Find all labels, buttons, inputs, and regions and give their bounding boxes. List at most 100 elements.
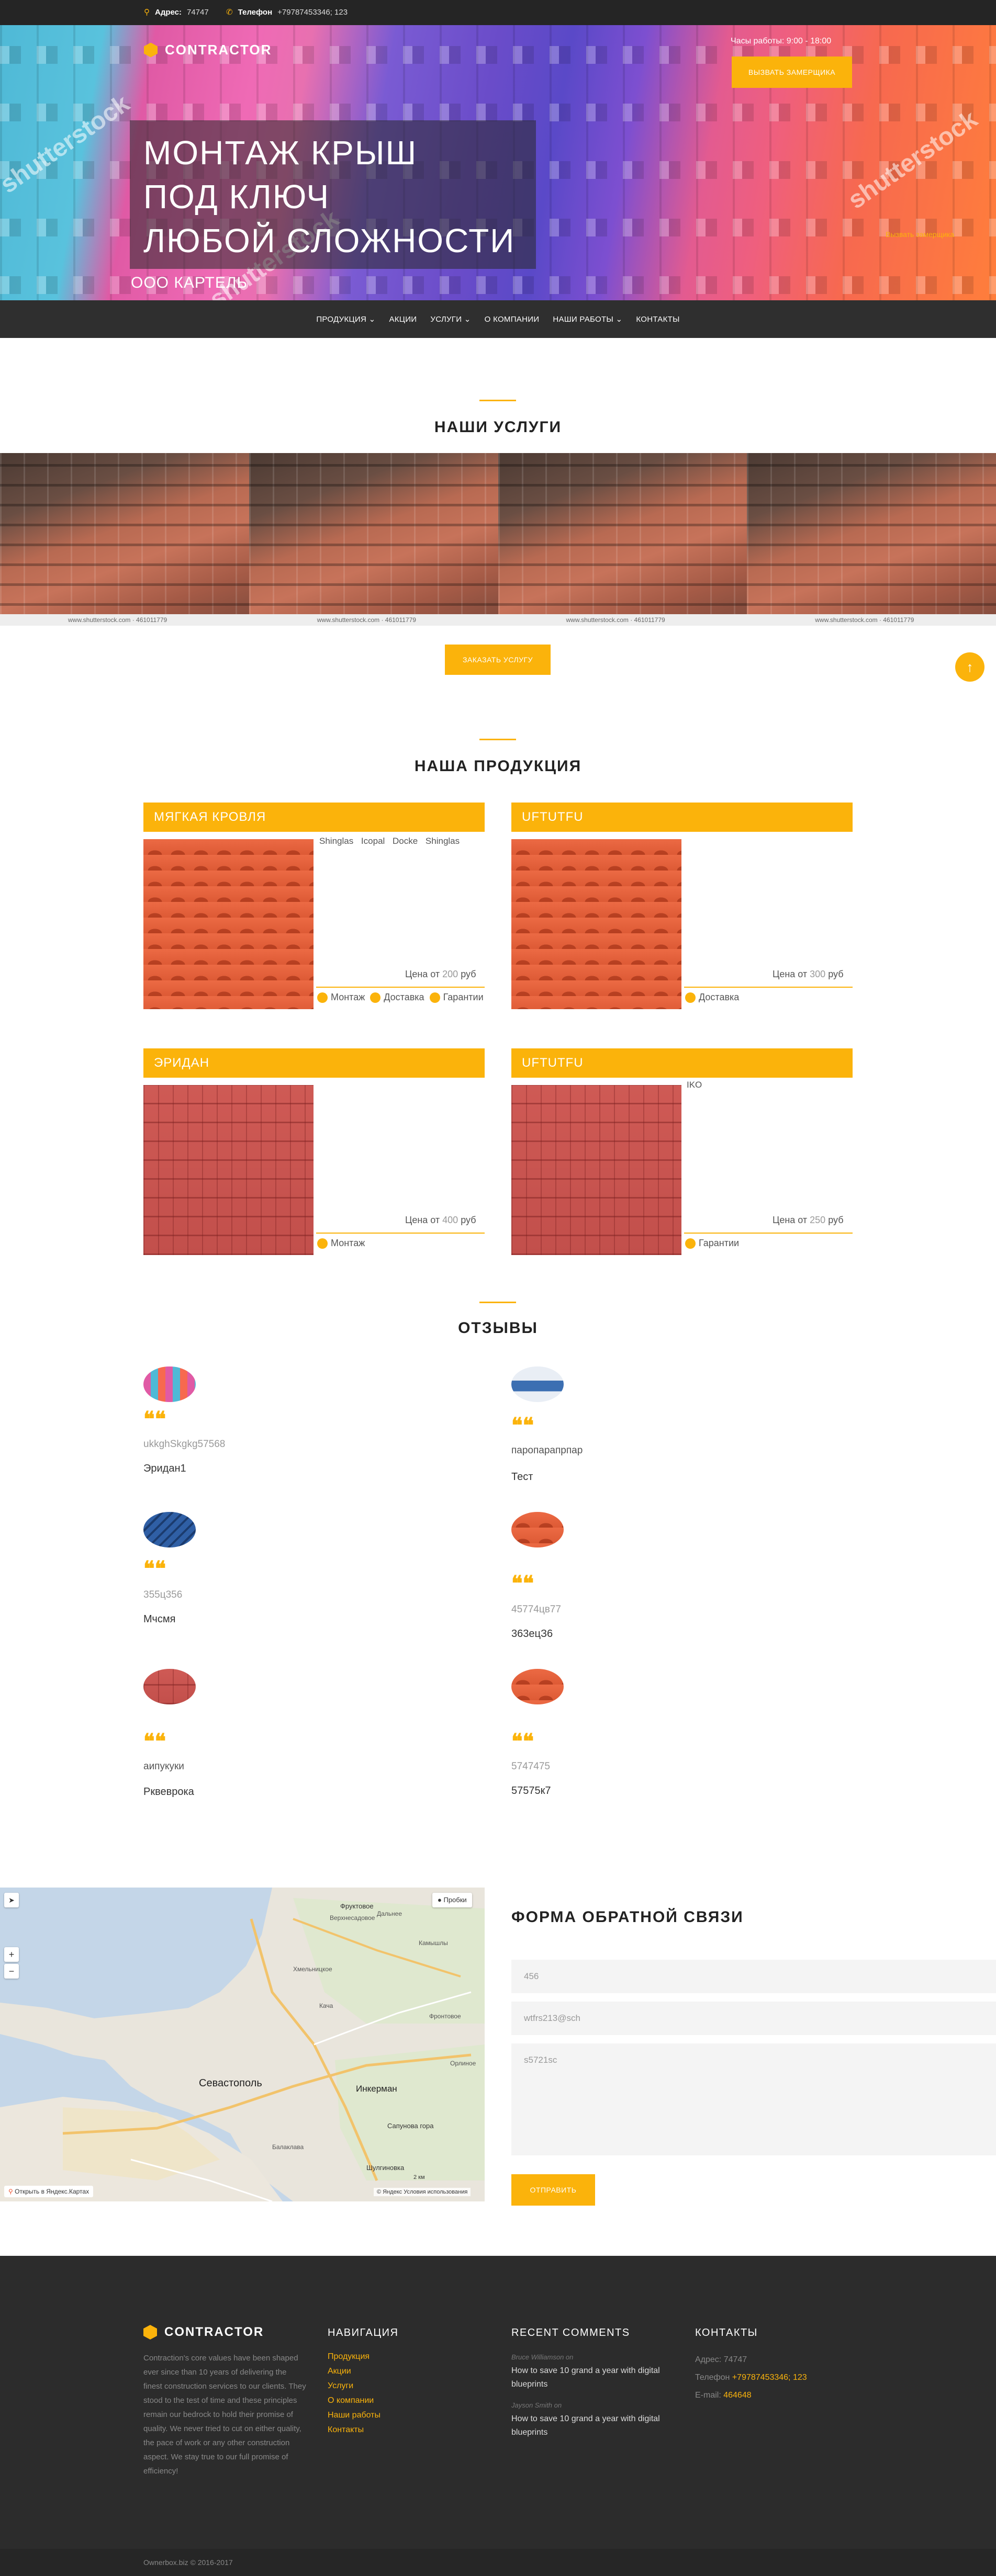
review-text: 355ц356	[143, 1589, 183, 1600]
logo[interactable]: CONTRACTOR	[144, 42, 272, 58]
copyright-text: Ownerbox.biz © 2016-2017	[143, 2558, 233, 2567]
main-nav: Продукция ⌄ Акции Услуги ⌄ О компании На…	[0, 300, 996, 338]
nav-item-promotions[interactable]: Акции	[389, 314, 417, 324]
quote-icon: ❝❝	[511, 1414, 534, 1437]
nav-item-about[interactable]: О компании	[484, 314, 540, 324]
zoom-out-button[interactable]: −	[4, 1964, 19, 1979]
footer-email-link[interactable]: 464648	[723, 2391, 752, 2400]
quote-icon: ❝❝	[143, 1408, 166, 1431]
feature-warranty: Гарантии	[429, 992, 484, 1003]
comment-link[interactable]: How to save 10 grand a year with digital…	[511, 2366, 660, 2389]
zoom-in-button[interactable]: +	[4, 1947, 19, 1962]
feature-delivery: Доставка	[685, 992, 739, 1003]
footer-contacts-title: Контакты	[695, 2327, 758, 2338]
service-tile[interactable]: www.shutterstock.com · 461011779	[747, 453, 996, 626]
yandex-map[interactable]: Севастополь Инкерман Фруктовое Верхнесад…	[0, 1888, 485, 2201]
footer-nav-title: Навигация	[328, 2327, 399, 2338]
map-label: Фруктовое	[340, 1902, 374, 1910]
product-card-title[interactable]: Эридан	[143, 1048, 485, 1078]
footer-link-contacts[interactable]: Контакты	[328, 2425, 364, 2434]
arrow-up-icon[interactable]: ↑	[955, 652, 984, 682]
product-card-title[interactable]: UFTUTFU	[511, 803, 853, 832]
hero-side-link[interactable]: Вызвать замерщика	[886, 230, 955, 239]
product-card-title[interactable]: UFTUTFU	[511, 1048, 853, 1078]
product-image[interactable]	[143, 839, 314, 1009]
message-field[interactable]: s5721sc	[511, 2043, 996, 2155]
map-label: Фронтовое	[429, 2013, 461, 2020]
recent-comment: Bruce Williamson on How to save 10 grand…	[511, 2353, 668, 2391]
quote-icon: ❝❝	[143, 1730, 166, 1753]
services-strip: www.shutterstock.com · 461011779 www.shu…	[0, 453, 996, 626]
nav-item-services[interactable]: Услуги ⌄	[430, 315, 471, 324]
tile-ridge	[0, 276, 996, 294]
review-text: 5747475	[511, 1761, 550, 1772]
tile-ridge	[0, 104, 996, 121]
email-field[interactable]: wtfrs213@sch	[511, 2002, 996, 2035]
topbar-phone: ✆ Телефон +79787453346; 123	[226, 7, 348, 17]
product-image[interactable]	[143, 1085, 314, 1255]
shield-icon	[429, 992, 440, 1003]
logo-text: CONTRACTOR	[164, 2325, 264, 2339]
section-divider	[479, 400, 516, 401]
service-tile[interactable]: www.shutterstock.com · 461011779	[0, 453, 249, 626]
product-brands: Shinglas Icopal Docke Shinglas	[319, 836, 460, 846]
call-measurer-button[interactable]: Вызвать замерщика	[732, 57, 852, 88]
review-author: 363ецЗ6	[511, 1628, 553, 1640]
order-service-button[interactable]: Заказать услугу	[445, 645, 551, 675]
product-features: Гарантии	[685, 1238, 739, 1249]
hero-title: МОНТАЖ КРЫШ ПОД КЛЮЧ ЛЮБОЙ СЛОЖНОСТИ	[143, 134, 516, 259]
product-features: Монтаж	[317, 1238, 365, 1249]
footer-link-about[interactable]: О компании	[328, 2396, 374, 2405]
nav-item-works[interactable]: Наши работы ⌄	[553, 315, 623, 324]
cube-icon	[144, 42, 158, 58]
footer	[0, 2256, 996, 2549]
footer-phone-link[interactable]: +79787453346; 123	[732, 2373, 807, 2382]
footer-link-services[interactable]: Услуги	[328, 2381, 354, 2390]
traffic-button[interactable]: ● Пробки	[432, 1893, 472, 1907]
map-pin-icon: ⚲	[8, 2188, 15, 2195]
nav-item-products[interactable]: Продукция ⌄	[316, 315, 376, 324]
footer-link-promotions[interactable]: Акции	[328, 2367, 351, 2376]
avatar	[511, 1366, 564, 1402]
phone-value[interactable]: +79787453346; 123	[277, 7, 348, 17]
map-terms[interactable]: © Яндекс Условия использования	[374, 2188, 471, 2196]
product-image[interactable]	[511, 1085, 681, 1255]
footer-comments-title: Recent comments	[511, 2327, 630, 2338]
quote-icon: ❝❝	[143, 1557, 166, 1580]
product-image[interactable]	[511, 839, 681, 1009]
feature-warranty: Гарантии	[685, 1238, 739, 1249]
map-label: Хмельницкое	[293, 1965, 332, 1973]
product-card-title[interactable]: Мягкая кровля	[143, 803, 485, 832]
footer-logo[interactable]: CONTRACTOR	[143, 2325, 264, 2340]
product-price: Цена от 300 руб	[773, 969, 844, 979]
map-pin-icon: ⚲	[144, 8, 150, 17]
avatar	[511, 1669, 564, 1704]
map-canvas[interactable]: Севастополь Инкерман Фруктовое Верхнесад…	[0, 1888, 485, 2201]
nav-item-contacts[interactable]: Контакты	[636, 314, 680, 324]
review-author: Мчсмя	[143, 1613, 176, 1625]
review-author: Тест	[511, 1471, 533, 1483]
products-title: НАША ПРОДУКЦИЯ	[414, 758, 582, 775]
top-bar: ⚲ Адрес: 74747 ✆ Телефон +79787453346; 1…	[0, 0, 996, 25]
feedback-title: ФОРМА ОБРАТНОЙ СВЯЗИ	[511, 1908, 744, 1926]
map-label: Балаклава	[272, 2143, 304, 2151]
service-tile[interactable]: www.shutterstock.com · 461011779	[498, 453, 747, 626]
topbar-address: ⚲ Адрес: 74747	[144, 7, 209, 17]
locate-icon[interactable]: ➤	[4, 1893, 19, 1907]
submit-button[interactable]: Отправить	[511, 2174, 595, 2206]
phone-icon: ✆	[226, 8, 233, 17]
phone-label: Телефон	[238, 7, 273, 17]
footer-link-products[interactable]: Продукция	[328, 2352, 370, 2361]
footer-link-works[interactable]: Наши работы	[328, 2411, 381, 2420]
map-label: Кача	[319, 2002, 333, 2009]
open-in-yandex-link[interactable]: ⚲ Открыть в Яндекс.Картах	[4, 2186, 94, 2197]
comment-link[interactable]: How to save 10 grand a year with digital…	[511, 2414, 660, 2437]
service-tile[interactable]: www.shutterstock.com · 461011779	[249, 453, 498, 626]
review-text: ukkghSkgkg57568	[143, 1439, 226, 1450]
review-author: Рквеврока	[143, 1786, 194, 1798]
name-field[interactable]: 456	[511, 1960, 996, 1993]
traffic-light-icon: ●	[438, 1896, 444, 1904]
copyright-bar: Ownerbox.biz © 2016-2017	[0, 2549, 996, 2576]
divider	[684, 987, 853, 988]
hero-subtitle: ООО КАРТЕЛЬ	[131, 274, 248, 291]
